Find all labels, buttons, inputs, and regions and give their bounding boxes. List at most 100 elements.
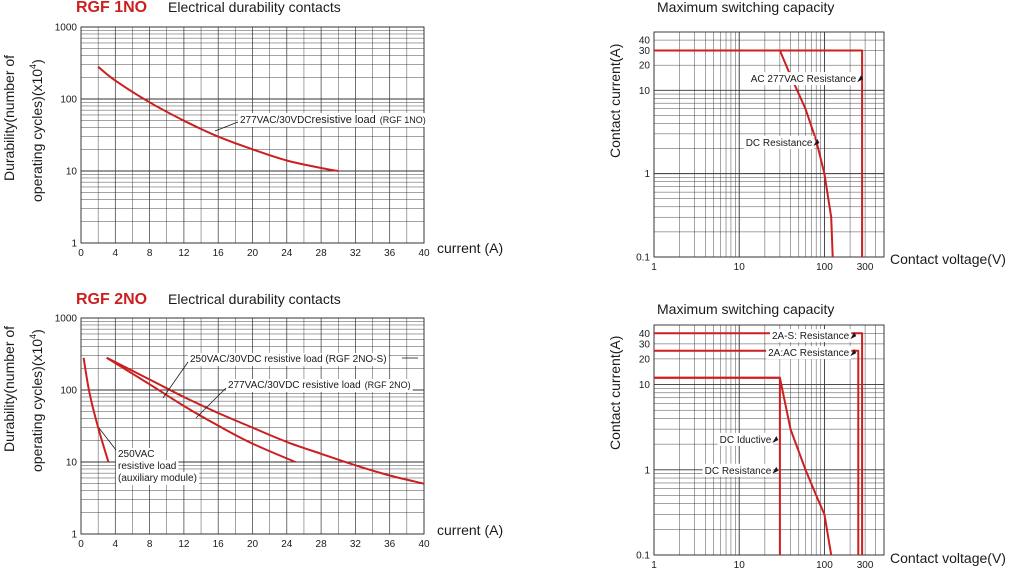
series-line-0 xyxy=(97,66,339,172)
y-tick-label: 10 xyxy=(639,380,651,391)
series-line-0 xyxy=(654,332,864,555)
chart4-series xyxy=(654,332,864,556)
y-tick-label: 1000 xyxy=(55,23,78,34)
annotation-bg xyxy=(116,472,199,485)
y-tick-label: 0.1 xyxy=(636,551,650,562)
x-tick-label: 16 xyxy=(213,539,225,550)
x-tick-label: 1 xyxy=(651,560,657,568)
chart1-ylabel-line2-text: operating cycles)(x10 xyxy=(29,69,45,202)
chart3-annotation-aux-line1: 250VAC xyxy=(118,449,155,460)
y-tick-label: 100 xyxy=(60,386,77,397)
series-line-2 xyxy=(82,357,110,463)
annotation-bg xyxy=(702,463,774,477)
annotation-arrow xyxy=(813,138,820,146)
x-tick-label: 300 xyxy=(857,560,874,568)
chart3-annotation-2no-s: 250VAC/30VDC resistive load (RGF 2NO-S) xyxy=(190,354,387,365)
x-tick-label: 28 xyxy=(316,539,328,550)
y-tick-label: 1 xyxy=(644,169,650,180)
x-tick-label: 24 xyxy=(281,248,293,259)
chart2-series xyxy=(654,49,864,258)
chart1-ylabel-exp: 4 xyxy=(28,64,38,69)
chart4-annotations: 2A-S: Resistance 2A:AC Resistance DC Iduct… xyxy=(702,329,857,477)
chart1-ylabel-line2: operating cycles)(x104) xyxy=(28,59,45,202)
x-tick-label: 40 xyxy=(418,248,430,259)
chart1-ylabel-line1: Durability(number of xyxy=(1,55,17,181)
chart3-title: Electrical durability contacts xyxy=(168,291,341,307)
chart1-annotation-voltage: 277VAC/30VDC xyxy=(240,115,312,126)
chart1-title: Electrical durability contacts xyxy=(168,0,341,15)
y-tick-label: 1000 xyxy=(55,314,78,325)
chart4-x-ticks: 1 10 100 300 xyxy=(651,560,874,568)
series-line-1 xyxy=(654,349,860,555)
chart3-annotations: 250VAC/30VDC resistive load (RGF 2NO-S) … xyxy=(98,353,418,485)
y-tick-label: 10 xyxy=(639,86,651,97)
x-tick-label: 36 xyxy=(384,539,396,550)
chart3-ylabel-line1-group: Durability(number of xyxy=(1,326,17,452)
chart-capacity-2no: Maximum switching capacity 1 10 100 300 0.1… xyxy=(607,301,1006,568)
chart1-y-axis-label: Durability(number of xyxy=(1,55,17,181)
annotation-arrow xyxy=(857,75,864,83)
chart3-ylabel-line2: operating cycles)(x104) xyxy=(28,329,45,472)
chart1-ylabel-close: ) xyxy=(29,59,45,64)
x-tick-label: 4 xyxy=(113,539,119,550)
chart1-series xyxy=(97,66,339,172)
chart3-leader-2no-s xyxy=(162,361,189,399)
chart2-x-ticks: 1 10 100 300 xyxy=(651,262,874,273)
y-tick-label: 30 xyxy=(639,46,651,57)
chart-capacity-1no: Maximum switching capacity 1 10 100 300 0.1… xyxy=(607,0,1006,273)
annotation-arrow xyxy=(772,435,779,443)
x-tick-label: 32 xyxy=(350,539,362,550)
y-tick-label: 40 xyxy=(639,329,651,340)
x-tick-label: 28 xyxy=(316,248,328,259)
chart3-x-axis-label: current (A) xyxy=(437,522,503,538)
chart2-y-axis-label: Contact current(A) xyxy=(607,44,623,158)
x-tick-label: 8 xyxy=(147,248,153,259)
chart2-title: Maximum switching capacity xyxy=(657,0,834,15)
x-tick-label: 0 xyxy=(78,539,84,550)
annotation-bg xyxy=(188,353,389,366)
chart3-leader-2no xyxy=(195,387,227,419)
chart3-annotation-2no: 277VAC/30VDC resistive load (RGF 2NO) xyxy=(228,380,411,391)
x-tick-label: 12 xyxy=(178,539,190,550)
chart1-x-ticks: 0 4 8 12 16 20 24 28 32 36 40 xyxy=(78,248,430,259)
y-tick-label: 20 xyxy=(639,354,651,365)
y-tick-label: 0.1 xyxy=(636,253,650,264)
x-tick-label: 4 xyxy=(113,248,119,259)
chart4-x-axis-label: Contact voltage(V) xyxy=(890,550,1006,566)
chart1-annotation-load: resistive load xyxy=(312,114,376,126)
x-tick-label: 300 xyxy=(857,262,874,273)
series-line-1 xyxy=(654,49,834,258)
capacity-annotation-3: DC Resistance xyxy=(705,466,772,477)
series-line-3 xyxy=(654,376,833,556)
annotation-bg xyxy=(766,346,852,360)
chart3-annotation-aux-line2: resistive load xyxy=(118,461,176,472)
chart4-y-axis-label-group: Contact current(A) xyxy=(607,336,623,450)
chart3-grid xyxy=(80,317,425,535)
chart3-ylabel-line2-group: operating cycles)(x104) xyxy=(28,329,45,472)
chart1-brand: RGF 1NO xyxy=(76,0,147,16)
chart3-y-ticks: 1 10 100 1000 xyxy=(55,314,78,541)
chart3-ylabel-line2-text: operating cycles)(x10 xyxy=(29,339,45,472)
chart3-leader-aux xyxy=(98,427,117,451)
chart1-ylabel-line2-group: operating cycles)(x104) xyxy=(28,59,45,202)
x-tick-label: 40 xyxy=(418,539,430,550)
x-tick-label: 20 xyxy=(247,539,259,550)
chart3-ylabel-exp: 4 xyxy=(28,334,38,339)
x-tick-label: 100 xyxy=(816,262,833,273)
x-tick-label: 10 xyxy=(734,560,746,568)
y-tick-label: 10 xyxy=(66,167,78,178)
x-tick-label: 24 xyxy=(281,539,293,550)
chart-rgf1no: RGF 1NO Electrical durability contacts 0… xyxy=(1,0,503,259)
chart1-grid xyxy=(80,26,425,244)
x-tick-label: 20 xyxy=(247,248,259,259)
chart4-title: Maximum switching capacity xyxy=(657,301,834,317)
chart1-annotation-bg xyxy=(238,113,428,127)
chart2-annotations: AC 277VAC Resistance DC Resistance xyxy=(743,72,864,149)
chart3-annotation-2no-text: 277VAC/30VDC resistive load xyxy=(228,380,361,391)
series-line-1 xyxy=(106,356,296,463)
annotation-arrow xyxy=(850,349,857,357)
chart1-annotation-leader xyxy=(214,121,239,132)
chart1-x-axis-label: current (A) xyxy=(437,240,503,256)
annotation-bg xyxy=(226,379,413,392)
